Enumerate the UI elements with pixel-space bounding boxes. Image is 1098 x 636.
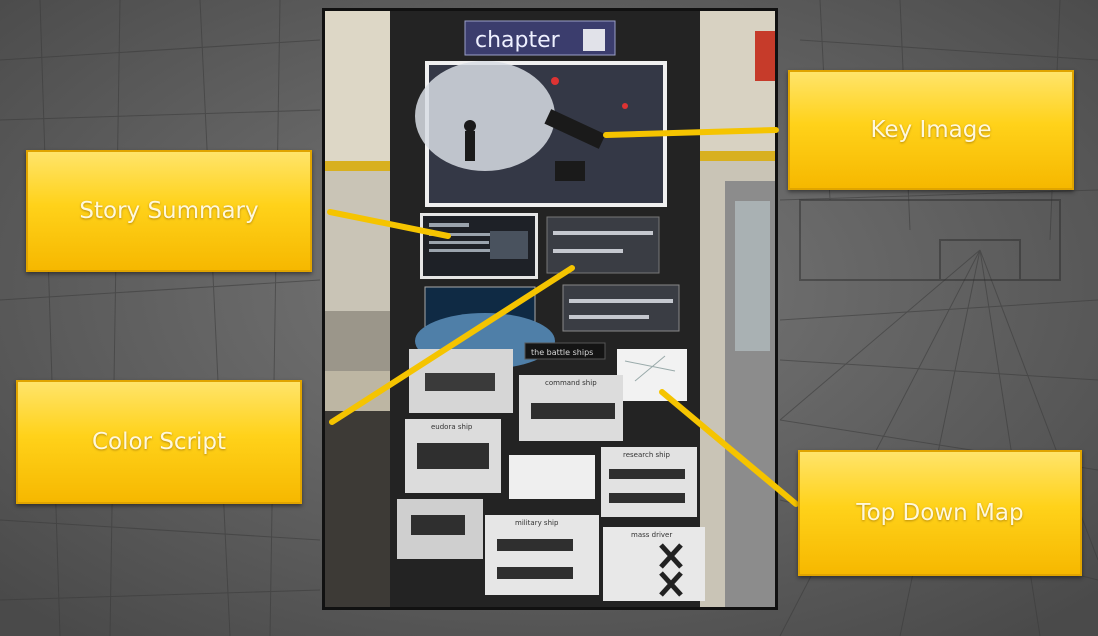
key-image-callout: Key Image bbox=[788, 70, 1074, 190]
top-down-map-callout: Top Down Map bbox=[798, 450, 1082, 576]
color-script-callout: Color Script bbox=[16, 380, 302, 504]
top-down-map-label: Top Down Map bbox=[856, 500, 1024, 526]
board-photo: chapter the battle ships bbox=[322, 8, 778, 610]
board-photo-image: chapter the battle ships bbox=[325, 11, 775, 607]
key-image-label: Key Image bbox=[870, 117, 992, 143]
mass-driver-label: mass driver bbox=[631, 531, 672, 539]
eudora-ship-label: eudora ship bbox=[431, 423, 473, 431]
research-ship-label: research ship bbox=[623, 451, 671, 459]
color-script-label: Color Script bbox=[91, 429, 227, 455]
chapter-title: chapter bbox=[475, 28, 561, 53]
command-ship-label: command ship bbox=[545, 379, 597, 387]
story-summary-callout: Story Summary bbox=[26, 150, 312, 272]
military-ship-label: military ship bbox=[515, 519, 559, 527]
battle-ships-label: the battle ships bbox=[531, 348, 593, 357]
story-summary-label: Story Summary bbox=[79, 198, 259, 224]
